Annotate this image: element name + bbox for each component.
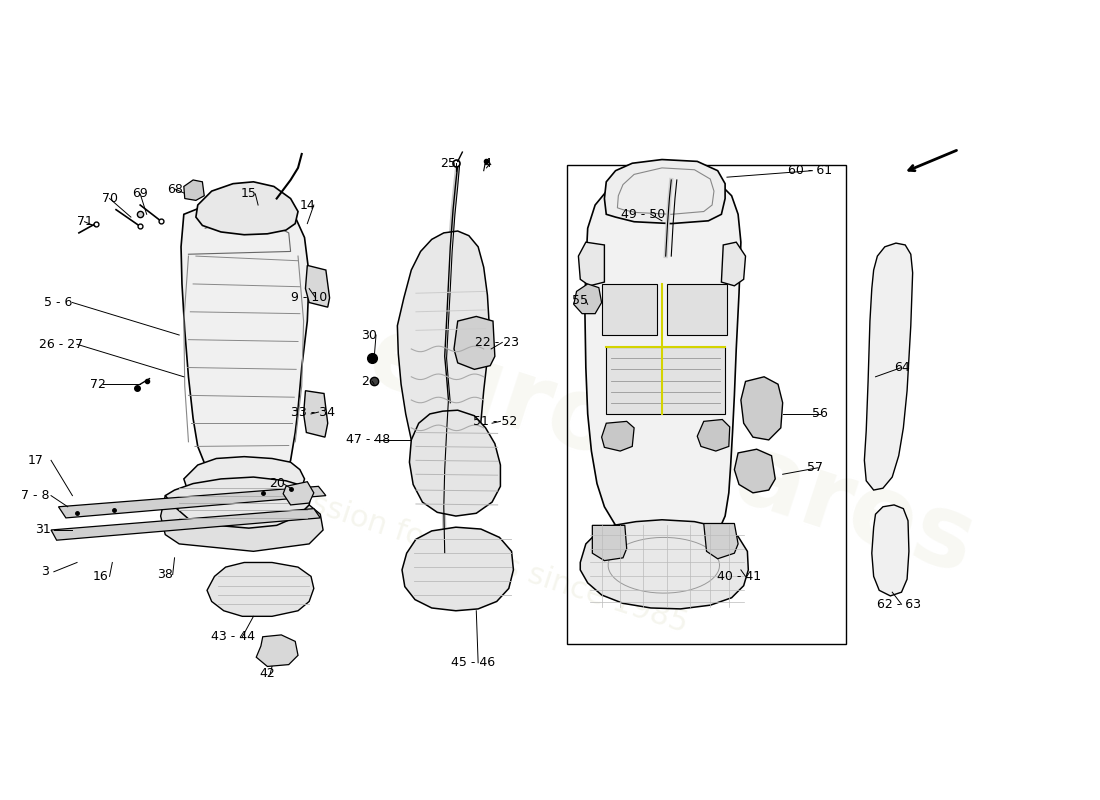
- Polygon shape: [51, 509, 320, 540]
- Text: 62 - 63: 62 - 63: [877, 598, 921, 610]
- Polygon shape: [182, 200, 309, 496]
- Text: 57: 57: [807, 462, 823, 474]
- Text: 49 - 50: 49 - 50: [621, 208, 665, 221]
- Polygon shape: [722, 242, 746, 286]
- Text: 60 - 61: 60 - 61: [789, 164, 833, 177]
- Polygon shape: [602, 422, 634, 451]
- Polygon shape: [602, 284, 658, 335]
- Text: 55: 55: [572, 294, 588, 307]
- Polygon shape: [283, 482, 313, 505]
- Text: 47 - 48: 47 - 48: [345, 434, 389, 446]
- Polygon shape: [697, 419, 729, 451]
- Polygon shape: [704, 523, 738, 558]
- Polygon shape: [574, 284, 602, 314]
- Polygon shape: [165, 477, 311, 528]
- Text: 43 - 44: 43 - 44: [211, 630, 255, 643]
- Text: a passion for parts since 1985: a passion for parts since 1985: [244, 468, 692, 638]
- Polygon shape: [667, 284, 727, 335]
- Text: 68: 68: [167, 182, 184, 196]
- Polygon shape: [581, 520, 748, 609]
- Text: 2: 2: [361, 375, 368, 388]
- Text: eurospares: eurospares: [355, 307, 987, 595]
- Polygon shape: [306, 266, 330, 307]
- Text: 15: 15: [241, 187, 256, 200]
- Text: 26 - 27: 26 - 27: [40, 338, 84, 350]
- Text: 17: 17: [28, 454, 43, 467]
- Polygon shape: [304, 390, 328, 437]
- Text: 25: 25: [440, 157, 456, 170]
- Text: 3: 3: [41, 566, 48, 578]
- Text: 71: 71: [77, 215, 92, 228]
- Polygon shape: [161, 496, 323, 551]
- Text: 38: 38: [157, 568, 173, 581]
- Polygon shape: [196, 182, 298, 234]
- Text: 64: 64: [893, 361, 910, 374]
- Polygon shape: [402, 527, 514, 610]
- Text: 7 - 8: 7 - 8: [21, 489, 50, 502]
- Text: 14: 14: [299, 198, 316, 211]
- Text: 30: 30: [362, 329, 377, 342]
- Text: 45 - 46: 45 - 46: [451, 656, 495, 670]
- Text: 22 - 23: 22 - 23: [475, 336, 519, 349]
- Text: 40 - 41: 40 - 41: [717, 570, 761, 583]
- Polygon shape: [872, 505, 909, 596]
- Text: 72: 72: [90, 378, 107, 390]
- Text: 42: 42: [260, 667, 275, 680]
- Polygon shape: [409, 410, 500, 516]
- Polygon shape: [606, 347, 725, 414]
- Polygon shape: [256, 635, 298, 666]
- Polygon shape: [579, 242, 604, 286]
- Text: 56: 56: [812, 407, 827, 421]
- Polygon shape: [741, 377, 783, 440]
- Text: 9 - 10: 9 - 10: [292, 291, 328, 304]
- Polygon shape: [58, 486, 326, 518]
- Polygon shape: [865, 243, 913, 490]
- Polygon shape: [397, 231, 490, 471]
- Polygon shape: [184, 457, 305, 518]
- Text: 20: 20: [268, 477, 285, 490]
- Polygon shape: [735, 450, 776, 493]
- Polygon shape: [592, 526, 627, 561]
- Polygon shape: [604, 159, 725, 223]
- Polygon shape: [207, 562, 314, 616]
- Text: 4: 4: [484, 157, 492, 170]
- Polygon shape: [184, 180, 205, 200]
- Text: 31: 31: [35, 523, 51, 537]
- Text: 69: 69: [132, 187, 148, 200]
- Text: 70: 70: [101, 192, 118, 205]
- Text: 51 - 52: 51 - 52: [473, 415, 517, 428]
- Text: 33 - 34: 33 - 34: [290, 406, 334, 418]
- Text: 5 - 6: 5 - 6: [44, 296, 73, 309]
- Text: 16: 16: [92, 570, 108, 583]
- Polygon shape: [585, 173, 741, 549]
- Polygon shape: [454, 317, 495, 370]
